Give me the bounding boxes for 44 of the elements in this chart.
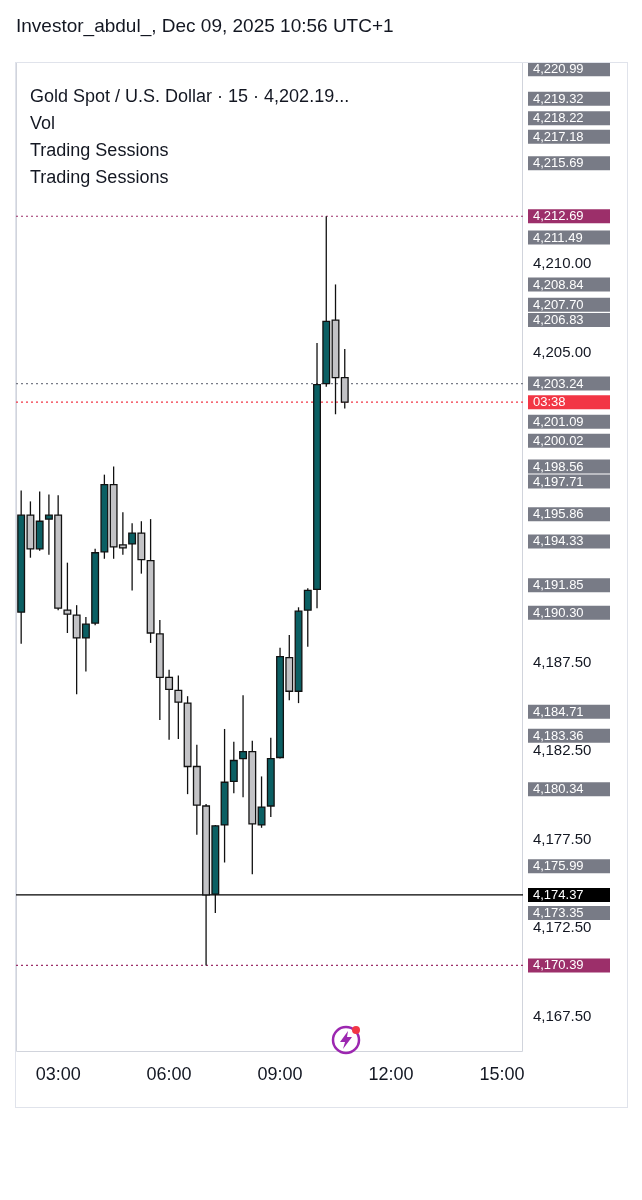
x-tick-label: 12:00 <box>368 1063 414 1084</box>
y-tick-label: 4,210.00 <box>533 254 592 272</box>
y-tick-label: 4,177.50 <box>533 829 592 847</box>
y-tick-label: 4,194.33 <box>533 533 584 549</box>
chart-subtitle: Investor_abdul_, Dec 09, 2025 10:56 UTC+1 <box>16 14 395 38</box>
y-tick-label: 4,207.70 <box>533 296 584 312</box>
text: Gold Spot / U.S. Dollar · 15 · 4,202.19... <box>30 85 350 106</box>
y-tick-label: 4,208.84 <box>533 276 584 292</box>
y-tick-label: 4,217.18 <box>533 128 584 144</box>
y-tick-label: 4,205.00 <box>533 342 592 360</box>
y-tick-label: 4,172.50 <box>533 918 592 936</box>
y-tick-label: 4,182.50 <box>533 741 592 759</box>
y-tick-label: 4,187.50 <box>533 652 592 670</box>
y-tick-label: 4,167.50 <box>533 1006 592 1024</box>
y-tick-label: 4,190.30 <box>533 604 584 620</box>
y-tick-label: 4,215.69 <box>533 155 584 171</box>
y-tick-label: 4,200.02 <box>533 432 584 448</box>
y-tick-label: 4,198.56 <box>533 458 584 474</box>
ref-line-label: 4,203.24 <box>533 375 584 391</box>
ref-line-label: 4,174.37 <box>533 886 584 902</box>
y-tick-label: 4,220.99 <box>533 61 584 77</box>
y-tick-label: 4,173.35 <box>533 905 584 921</box>
text: 03:38 <box>533 394 566 410</box>
y-tick-label: 4,175.99 <box>533 858 584 874</box>
y-tick-label: 4,219.32 <box>533 90 584 106</box>
ref-line-label: 4,212.69 <box>533 208 584 224</box>
y-tick-label: 4,180.34 <box>533 781 584 797</box>
y-tick-label: 4,206.83 <box>533 312 584 328</box>
x-tick-label: 03:00 <box>35 1063 81 1084</box>
x-tick-label: 09:00 <box>257 1063 303 1084</box>
y-tick-label: 4,184.71 <box>533 703 584 719</box>
y-tick-label: 4,218.22 <box>533 110 584 126</box>
y-tick-label: 4,197.71 <box>533 473 584 489</box>
y-tick-label: 4,191.85 <box>533 577 584 593</box>
annotation: Trading Sessions <box>30 166 169 187</box>
annotation: Vol <box>30 112 56 133</box>
ref-line-label: 4,170.39 <box>533 957 584 973</box>
y-tick-label: 4,183.36 <box>533 727 584 743</box>
y-tick-label: 4,211.49 <box>533 229 583 245</box>
x-tick-label: 15:00 <box>479 1063 525 1084</box>
annotation: Trading Sessions <box>30 139 169 160</box>
y-tick-label: 4,195.86 <box>533 506 584 522</box>
x-tick-label: 06:00 <box>146 1063 192 1084</box>
y-tick-label: 4,201.09 <box>533 413 584 429</box>
